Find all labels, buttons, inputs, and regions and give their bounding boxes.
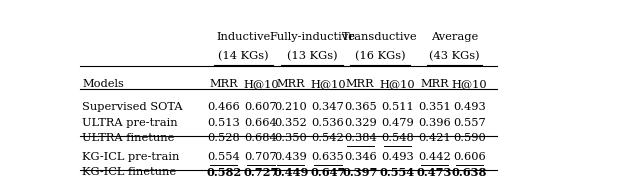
Text: 0.727: 0.727 — [243, 167, 279, 179]
Text: 0.536: 0.536 — [312, 118, 344, 128]
Text: (16 KGs): (16 KGs) — [355, 51, 405, 61]
Text: 0.439: 0.439 — [275, 152, 307, 162]
Text: 0.647: 0.647 — [310, 167, 346, 179]
Text: KG-ICL pre-train: KG-ICL pre-train — [83, 152, 180, 162]
Text: 0.582: 0.582 — [206, 167, 241, 179]
Text: 0.384: 0.384 — [344, 133, 376, 143]
Text: 0.548: 0.548 — [381, 133, 414, 143]
Text: 0.664: 0.664 — [244, 118, 277, 128]
Text: (14 KGs): (14 KGs) — [218, 51, 269, 61]
Text: 0.635: 0.635 — [312, 152, 344, 162]
Text: H@10: H@10 — [380, 79, 415, 89]
Text: 0.352: 0.352 — [275, 118, 307, 128]
Text: MRR: MRR — [346, 79, 374, 89]
Text: (43 KGs): (43 KGs) — [429, 51, 480, 61]
Text: Average: Average — [431, 32, 478, 42]
Text: 0.542: 0.542 — [312, 133, 344, 143]
Text: ULTRA pre-train: ULTRA pre-train — [83, 118, 178, 128]
Text: 0.473: 0.473 — [417, 167, 452, 179]
Text: 0.449: 0.449 — [273, 167, 308, 179]
Text: H@10: H@10 — [310, 79, 346, 89]
Text: 0.442: 0.442 — [419, 152, 451, 162]
Text: ULTRA finetune: ULTRA finetune — [83, 133, 175, 143]
Text: 0.684: 0.684 — [244, 133, 277, 143]
Text: 0.421: 0.421 — [419, 133, 451, 143]
Text: H@10: H@10 — [243, 79, 279, 89]
Text: 0.493: 0.493 — [453, 102, 486, 112]
Text: 0.346: 0.346 — [344, 152, 376, 162]
Text: 0.350: 0.350 — [275, 133, 307, 143]
Text: 0.396: 0.396 — [419, 118, 451, 128]
Text: 0.365: 0.365 — [344, 102, 376, 112]
Text: 0.347: 0.347 — [312, 102, 344, 112]
Text: 0.513: 0.513 — [207, 118, 240, 128]
Text: 0.466: 0.466 — [207, 102, 240, 112]
Text: 0.707: 0.707 — [244, 152, 277, 162]
Text: MRR: MRR — [420, 79, 449, 89]
Text: Models: Models — [83, 79, 124, 89]
Text: Fully-inductive: Fully-inductive — [269, 32, 355, 42]
Text: 0.554: 0.554 — [380, 167, 415, 179]
Text: 0.351: 0.351 — [419, 102, 451, 112]
Text: 0.557: 0.557 — [453, 118, 486, 128]
Text: KG-ICL finetune: KG-ICL finetune — [83, 167, 177, 177]
Text: 0.528: 0.528 — [207, 133, 240, 143]
Text: 0.397: 0.397 — [342, 167, 378, 179]
Text: 0.554: 0.554 — [207, 152, 240, 162]
Text: 0.606: 0.606 — [453, 152, 486, 162]
Text: Transductive: Transductive — [342, 32, 418, 42]
Text: (13 KGs): (13 KGs) — [287, 51, 337, 61]
Text: MRR: MRR — [276, 79, 305, 89]
Text: 0.590: 0.590 — [453, 133, 486, 143]
Text: 0.511: 0.511 — [381, 102, 414, 112]
Text: 0.210: 0.210 — [275, 102, 307, 112]
Text: 0.638: 0.638 — [452, 167, 487, 179]
Text: 0.329: 0.329 — [344, 118, 376, 128]
Text: H@10: H@10 — [452, 79, 487, 89]
Text: Supervised SOTA: Supervised SOTA — [83, 102, 183, 112]
Text: 0.607: 0.607 — [244, 102, 277, 112]
Text: 0.479: 0.479 — [381, 118, 414, 128]
Text: MRR: MRR — [209, 79, 238, 89]
Text: Inductive: Inductive — [216, 32, 271, 42]
Text: 0.493: 0.493 — [381, 152, 414, 162]
